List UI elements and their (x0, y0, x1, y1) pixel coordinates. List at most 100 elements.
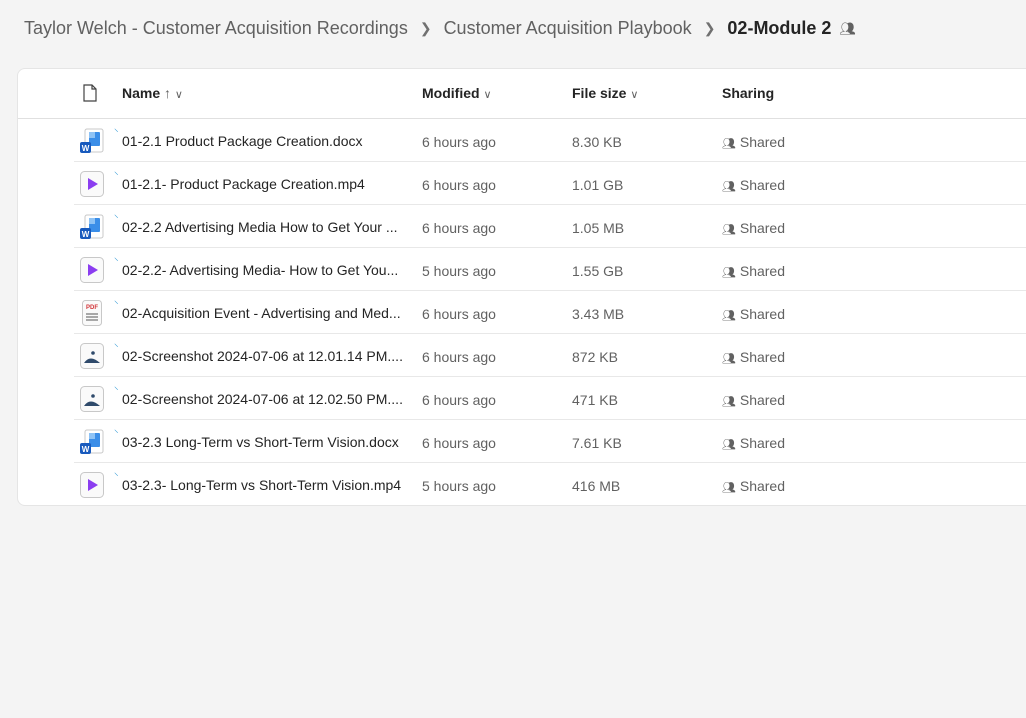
file-name[interactable]: 02-2.2 Advertising Media How to Get Your… (122, 219, 398, 235)
video-file-icon (80, 472, 104, 498)
file-name[interactable]: 03-2.3 Long-Term vs Short-Term Vision.do… (122, 434, 399, 450)
file-name[interactable]: 03-2.3- Long-Term vs Short-Term Vision.m… (122, 477, 402, 493)
new-item-icon: ⸌ (114, 213, 119, 223)
new-item-icon: ⸌ (114, 299, 119, 309)
sort-ascending-icon: ↑ (164, 85, 172, 101)
pdf-file-icon: PDF (82, 300, 102, 326)
modified-time: 6 hours ago (422, 306, 496, 322)
word-doc-icon: W (80, 214, 104, 239)
new-item-icon: ⸌ (114, 170, 119, 180)
chevron-down-icon: ∨ (483, 89, 492, 101)
file-size: 471 KB (572, 392, 618, 408)
svg-text:W: W (82, 230, 90, 239)
column-sharing[interactable]: Sharing (722, 85, 775, 101)
file-name[interactable]: 02-Acquisition Event - Advertising and M… (122, 305, 401, 321)
people-icon: 👥︎ (722, 439, 736, 451)
chevron-down-icon: ∨ (174, 89, 183, 101)
file-size: 1.05 MB (572, 220, 625, 236)
modified-time: 6 hours ago (422, 177, 496, 193)
modified-time: 6 hours ago (422, 134, 496, 150)
video-file-icon (80, 171, 104, 197)
modified-time: 6 hours ago (422, 392, 496, 408)
file-row[interactable]: PDF ⸌ 02-Acquisition Event - Advertising a… (74, 291, 1026, 334)
sharing-status[interactable]: 👥︎ Shared (722, 392, 785, 408)
modified-time: 5 hours ago (422, 263, 496, 279)
sharing-label: Shared (739, 349, 786, 365)
file-row[interactable]: ⸌ 03-2.3- Long-Term vs Short-Term Vision.… (74, 463, 1026, 506)
people-icon: 👥︎ (722, 396, 736, 408)
sharing-status[interactable]: 👥︎ Shared (722, 435, 785, 451)
sharing-status[interactable]: 👥︎ Shared (722, 306, 785, 322)
file-size: 3.43 MB (572, 306, 625, 322)
people-icon: 👥︎ (722, 353, 736, 365)
breadcrumb: Taylor Welch - Customer Acquisition Reco… (24, 18, 856, 39)
modified-time: 6 hours ago (422, 435, 496, 451)
people-icon: 👥︎ (722, 181, 736, 193)
people-icon: 👥︎ (722, 224, 736, 236)
sharing-label: Shared (739, 177, 786, 193)
new-item-icon: ⸌ (114, 428, 119, 438)
sharing-label: Shared (739, 478, 786, 494)
people-icon: 👥︎ (722, 482, 736, 494)
new-item-icon: ⸌ (114, 342, 119, 352)
modified-time: 5 hours ago (422, 478, 496, 494)
file-row[interactable]: ⸌ 02-2.2- Advertising Media- How to Get Y… (74, 248, 1026, 291)
sharing-label: Shared (739, 134, 786, 150)
file-row[interactable]: W ⸌ 02-2.2 Advertising Media How to Get Yo… (74, 205, 1026, 248)
file-row[interactable]: ⸌ 02-Screenshot 2024-07-06 at 12.02.50 PM… (74, 377, 1026, 420)
modified-time: 6 hours ago (422, 349, 496, 365)
image-file-icon (80, 386, 104, 412)
sharing-label: Shared (739, 392, 786, 408)
file-name[interactable]: 01-2.1- Product Package Creation.mp4 (122, 176, 365, 192)
breadcrumb-current: 02-Module 2 (727, 18, 832, 38)
file-name[interactable]: 01-2.1 Product Package Creation.docx (122, 133, 363, 149)
new-item-icon: ⸌ (114, 256, 119, 266)
new-item-icon: ⸌ (114, 385, 119, 395)
svg-text:W: W (82, 144, 90, 153)
column-modified[interactable]: Modified ∨ (422, 85, 492, 101)
new-item-icon: ⸌ (114, 471, 119, 481)
chevron-right-icon: ❯ (703, 20, 716, 36)
column-header-row: Name ↑ ∨ Modified ∨ File size ∨ Sharing (18, 69, 1026, 119)
modified-time: 6 hours ago (422, 220, 496, 236)
file-size: 8.30 KB (572, 134, 622, 150)
sharing-label: Shared (739, 306, 786, 322)
people-icon: 👥︎ (722, 138, 736, 150)
file-size: 416 MB (572, 478, 621, 494)
people-icon: 👥︎ (722, 267, 736, 279)
file-name[interactable]: 02-Screenshot 2024-07-06 at 12.02.50 PM.… (122, 391, 403, 407)
file-size: 1.01 GB (572, 177, 624, 193)
column-name[interactable]: Name ↑ ∨ (122, 85, 183, 101)
svg-text:PDF: PDF (86, 305, 98, 311)
file-name[interactable]: 02-2.2- Advertising Media- How to Get Yo… (122, 262, 399, 278)
file-type-icon[interactable] (82, 84, 98, 102)
file-list: Name ↑ ∨ Modified ∨ File size ∨ Sharing … (17, 68, 1026, 506)
file-row[interactable]: ⸌ 01-2.1- Product Package Creation.mp4 6 h… (74, 162, 1026, 205)
file-size: 872 KB (572, 349, 618, 365)
sharing-label: Shared (739, 263, 786, 279)
file-row[interactable]: ⸌ 02-Screenshot 2024-07-06 at 12.01.14 PM… (74, 334, 1026, 377)
sharing-label: Shared (739, 220, 786, 236)
chevron-down-icon: ∨ (630, 89, 639, 101)
people-icon: 👥︎ (722, 310, 736, 322)
breadcrumb-item[interactable]: Customer Acquisition Playbook (443, 18, 692, 38)
sharing-status[interactable]: 👥︎ Shared (722, 478, 785, 494)
new-item-icon: ⸌ (114, 127, 119, 137)
file-size: 1.55 GB (572, 263, 624, 279)
image-file-icon (80, 343, 104, 369)
video-file-icon (80, 257, 104, 283)
column-file-size[interactable]: File size ∨ (572, 85, 639, 101)
sharing-status[interactable]: 👥︎ Shared (722, 177, 785, 193)
file-size: 7.61 KB (572, 435, 622, 451)
file-row[interactable]: W ⸌ 01-2.1 Product Package Creation.docx 6 … (74, 119, 1026, 162)
sharing-status[interactable]: 👥︎ Shared (722, 220, 785, 236)
sharing-status[interactable]: 👥︎ Shared (722, 349, 785, 365)
shared-people-icon[interactable]: 👥︎ (839, 20, 856, 36)
file-row[interactable]: W ⸌ 03-2.3 Long-Term vs Short-Term Vision.… (74, 420, 1026, 463)
chevron-right-icon: ❯ (419, 20, 432, 36)
sharing-status[interactable]: 👥︎ Shared (722, 263, 785, 279)
breadcrumb-item[interactable]: Taylor Welch - Customer Acquisition Reco… (24, 18, 408, 38)
svg-text:W: W (82, 445, 90, 454)
file-name[interactable]: 02-Screenshot 2024-07-06 at 12.01.14 PM.… (122, 348, 403, 364)
sharing-status[interactable]: 👥︎ Shared (722, 134, 785, 150)
